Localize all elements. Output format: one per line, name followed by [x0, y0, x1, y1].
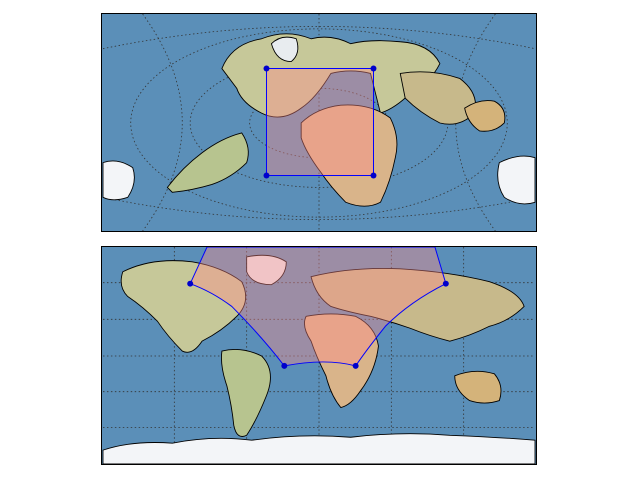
- geodesic-polygon: [189, 247, 447, 367]
- corner-markers: [187, 280, 449, 369]
- corner-marker: [263, 65, 270, 72]
- corner-marker: [187, 280, 194, 287]
- land-antarctica: [102, 433, 536, 464]
- land-australia: [454, 370, 502, 404]
- corner-marker: [263, 172, 270, 179]
- rotated-pole-map: [102, 14, 536, 231]
- plate-carree-map-panel: [101, 246, 537, 465]
- land-south-america: [166, 132, 249, 193]
- land-masses: [102, 254, 536, 464]
- land-masses: [102, 33, 536, 207]
- land-australia: [464, 100, 506, 132]
- land-eurasia: [310, 268, 525, 342]
- corner-marker: [352, 362, 359, 369]
- land-greenland: [270, 36, 299, 63]
- corner-marker: [281, 362, 288, 369]
- land-antarctica-west: [102, 160, 135, 201]
- rotated-pole-map-panel: [101, 13, 537, 232]
- land-north-america: [120, 260, 247, 353]
- land-south-america: [221, 348, 271, 437]
- corner-marker: [442, 280, 449, 287]
- land-africa: [300, 104, 398, 207]
- land-antarctica-east: [497, 155, 536, 205]
- land-greenland: [246, 254, 287, 286]
- plate-carree-map: [102, 247, 536, 464]
- corner-marker: [370, 172, 377, 179]
- corner-markers: [263, 65, 377, 179]
- corner-marker: [370, 65, 377, 72]
- box-polygon: [265, 68, 374, 177]
- land-africa: [304, 313, 379, 409]
